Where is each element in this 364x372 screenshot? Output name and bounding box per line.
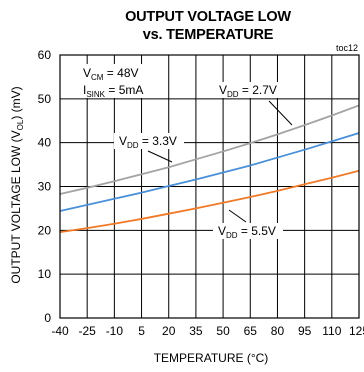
y-axis-label-main: OUTPUT VOLTAGE LOW (V — [9, 130, 23, 283]
label-main: V — [83, 66, 91, 80]
x-tick-label: -25 — [79, 324, 97, 338]
series-label: VDD = 3.3V — [114, 133, 184, 150]
label-main: V — [219, 83, 227, 97]
condition-vcm: VCM = 48V — [66, 64, 162, 98]
series-label-text: VDD = 5.5V — [218, 224, 276, 240]
y-tick-label: 40 — [38, 136, 52, 150]
condition-isink-text: ISINK = 5mA — [83, 83, 143, 99]
annotation-pointer — [147, 150, 173, 163]
series-layer — [59, 104, 360, 233]
condition-isink: ISINK = 5mA — [83, 83, 143, 99]
label-subscript: DD — [226, 231, 238, 240]
label-subscript: DD — [127, 141, 139, 150]
chart-title: OUTPUT VOLTAGE LOW — [125, 9, 291, 25]
label-background — [66, 64, 162, 98]
label-background — [214, 82, 284, 98]
x-tick-label: 80 — [271, 324, 285, 338]
label-value: = 5.5V — [238, 224, 276, 238]
y-axis-label: OUTPUT VOLTAGE LOW (VOL) (mV) — [9, 86, 25, 283]
series-line — [59, 132, 360, 212]
label-background — [213, 223, 283, 239]
series-line — [59, 104, 360, 195]
condition-vcm-text: VCM = 48V — [83, 66, 139, 82]
y-tick-label: 60 — [38, 48, 52, 62]
annotation-pointer — [228, 209, 247, 223]
label-value: = 3.3V — [139, 134, 177, 148]
label-subscript: SINK — [86, 90, 105, 99]
x-tick-label: 110 — [322, 324, 341, 338]
x-tick-label: 125 — [349, 324, 364, 338]
x-tick-label: 95 — [298, 324, 312, 338]
x-tick-label: 50 — [216, 324, 230, 338]
x-tick-label: 65 — [244, 324, 258, 338]
label-value: = 2.7V — [239, 83, 277, 97]
label-value: = 48V — [103, 66, 138, 80]
x-axis-label: TEMPERATURE (°C) — [154, 351, 269, 365]
series-label: VDD = 2.7V — [214, 82, 284, 99]
y-tick-label: 20 — [38, 223, 52, 237]
y-tick-label: 10 — [38, 267, 52, 281]
y-axis-label-sub: OL — [16, 119, 25, 130]
y-tick-label: 30 — [38, 180, 52, 194]
label-main: V — [119, 134, 127, 148]
label-main: I — [83, 83, 86, 97]
x-tick-label: 35 — [189, 324, 203, 338]
series-line — [59, 169, 360, 233]
label-subscript: DD — [227, 90, 239, 99]
figure-tag: toc12 — [336, 43, 358, 53]
tick-labels: -40 -25 -10 5 20 35 50 65 80 95 110 125 0 10 20 30 40 50 6… — [38, 48, 364, 338]
y-tick-label: 50 — [38, 92, 52, 106]
label-value: = 5mA — [105, 83, 143, 97]
plot-frame — [59, 54, 360, 319]
y-tick-label: 0 — [44, 311, 51, 325]
y-axis-label-unit: ) (mV) — [9, 86, 23, 119]
chart-subtitle: vs. TEMPERATURE — [143, 27, 274, 43]
x-tick-label: 5 — [138, 324, 145, 338]
x-tick-label: -10 — [106, 324, 124, 338]
label-main: V — [218, 224, 226, 238]
label-background — [114, 133, 184, 149]
series-label-text: VDD = 2.7V — [219, 83, 277, 99]
series-label-text: VDD = 3.3V — [119, 134, 177, 150]
x-tick-label: 20 — [162, 324, 176, 338]
x-tick-label: -40 — [51, 324, 69, 338]
series-label: VDD = 5.5V — [213, 223, 283, 240]
annotation-pointer — [268, 100, 293, 126]
label-subscript: CM — [91, 73, 104, 82]
